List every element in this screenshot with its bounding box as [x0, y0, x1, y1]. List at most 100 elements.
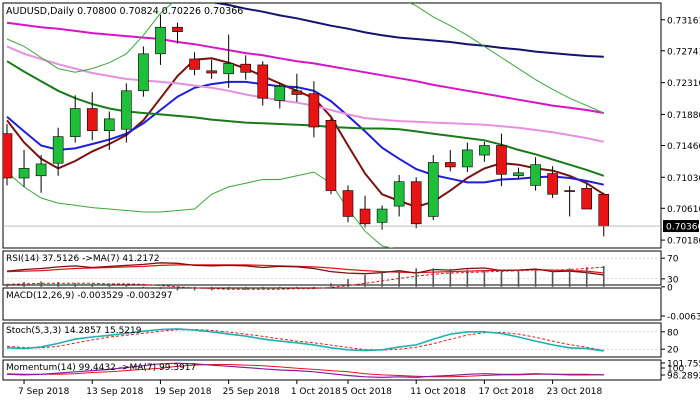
momentum-line — [6, 362, 604, 379]
candle-bear — [496, 145, 507, 175]
candle-bull — [69, 108, 81, 137]
macd-histogram-bar — [330, 283, 332, 287]
macd-histogram-bar — [500, 270, 503, 287]
candle-bull — [513, 172, 524, 177]
indicator-axes: 70 300 -0.006325 80 20 101.75510098.2892 — [661, 255, 700, 382]
time-tick-label: 11 Oct 2018 — [410, 387, 466, 397]
candle-bull — [138, 53, 149, 92]
macd-histogram-bar — [23, 282, 25, 287]
macd-histogram-bar — [534, 270, 537, 287]
macd-plot — [6, 265, 605, 291]
candle-bear — [581, 188, 593, 210]
macd-tick-zero: 0 — [667, 283, 673, 293]
candle-bear — [189, 58, 200, 70]
ma-line-7 — [6, 171, 394, 248]
time-tick-label: 5 Oct 2018 — [342, 387, 392, 397]
time-tick-label: 25 Sep 2018 — [223, 387, 280, 397]
candle-bull — [35, 163, 47, 177]
macd-label: MACD(12,26,9) -0.003529 -0.003297 — [6, 291, 172, 301]
ma-line-6 — [6, 3, 604, 114]
candle-bear — [308, 93, 320, 128]
time-tick-label: 13 Sep 2018 — [86, 387, 143, 397]
candle-bear — [598, 193, 610, 227]
candle-bull — [427, 162, 439, 217]
candle-bear — [206, 70, 217, 74]
macd-histogram-bar — [296, 286, 298, 289]
candle-bull — [462, 149, 473, 168]
candle-bear — [172, 26, 183, 32]
macd-histogram-bar — [449, 268, 452, 287]
rsi-line — [6, 262, 604, 276]
macd-histogram-bar — [261, 286, 264, 290]
ma-line-5 — [211, 3, 604, 58]
macd-histogram-bar — [602, 265, 605, 287]
macd-tick-min: -0.006325 — [667, 313, 700, 323]
time-tick-label: 23 Oct 2018 — [547, 387, 603, 397]
candle-bear — [547, 173, 558, 195]
candle-bull — [121, 90, 132, 130]
macd-histogram-bar — [108, 284, 111, 287]
macd-histogram-bar — [57, 282, 59, 287]
macd-histogram-bar — [176, 286, 179, 291]
candle-bear — [444, 162, 456, 168]
macd-histogram-bar — [483, 270, 486, 287]
macd-histogram-bar — [125, 285, 128, 287]
momentum-plot — [6, 362, 604, 379]
candle-bull — [223, 63, 234, 75]
ma-line-3 — [6, 45, 605, 143]
price-tick-label: 0.72741 — [667, 47, 700, 57]
stoch-tick-80: 80 — [667, 328, 679, 338]
candle-bear — [3, 133, 13, 179]
macd-histogram-bar — [142, 286, 145, 288]
macd-pane — [2, 287, 662, 321]
ma-line-4 — [6, 21, 604, 114]
rsi-tick-70: 70 — [667, 255, 679, 265]
price-plot — [3, 3, 661, 248]
candle-bear — [291, 90, 303, 95]
price-tick-label: 0.73161 — [667, 16, 700, 26]
candle-bull — [393, 181, 405, 207]
time-tick-label: 17 Oct 2018 — [478, 387, 534, 397]
chart-header: AUDUSD,Daily 0.70800 0.70824 0.70226 0.7… — [6, 6, 243, 17]
macd-histogram-bar — [279, 286, 281, 289]
macd-histogram-bar — [568, 268, 571, 287]
macd-histogram-bar — [381, 271, 383, 287]
macd-histogram-bar — [466, 269, 469, 287]
candle-bear — [257, 64, 269, 99]
stoch-plot — [3, 328, 661, 352]
candle-bear — [410, 181, 422, 225]
candle-bull — [104, 118, 115, 131]
macd-histogram-bar — [40, 281, 42, 287]
candle-bear — [240, 63, 251, 73]
macd-histogram-bar — [244, 286, 247, 290]
macd-histogram-bar — [91, 283, 94, 287]
stoch-label: Stoch(5,3,3) 14.2857 15.5219 — [6, 326, 142, 336]
candle-bull — [376, 208, 388, 223]
macd-histogram-bar — [517, 270, 520, 287]
rsi-tick-30: 30 — [667, 275, 679, 285]
macd-histogram-bar — [227, 286, 230, 290]
time-axis: 7 Sep 2018 13 Sep 2018 19 Sep 2018 25 Sep 2… — [18, 380, 603, 397]
candle-bear — [86, 108, 98, 131]
stoch-tick-20: 20 — [667, 346, 679, 356]
macd-histogram-bar — [585, 267, 588, 287]
macd-histogram-bar — [364, 274, 366, 287]
current-price-label: 0.70366 — [666, 223, 700, 233]
momentum-tick-mid: 100 — [667, 365, 684, 375]
candle-bull — [274, 86, 286, 101]
candle-bull — [18, 168, 30, 179]
macd-histogram-bar — [210, 286, 213, 291]
macd-histogram-bar — [159, 286, 162, 290]
time-tick-label: 19 Sep 2018 — [154, 387, 211, 397]
time-tick-label: 7 Sep 2018 — [18, 387, 70, 397]
candle-bear — [359, 208, 371, 225]
candle-bull — [530, 164, 541, 186]
time-tick-label: 1 Oct 2018 — [291, 387, 341, 397]
